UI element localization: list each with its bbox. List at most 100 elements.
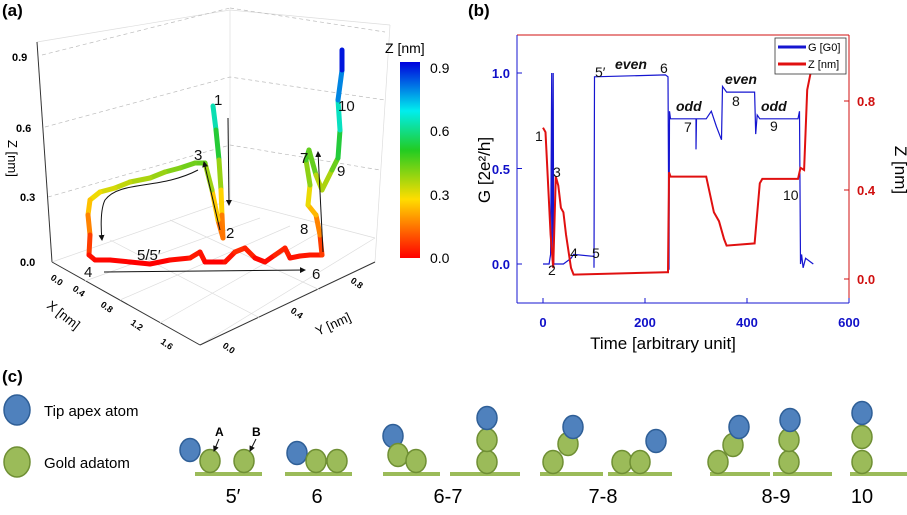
x-tick: 0.4 — [71, 283, 87, 298]
colorbar-tick: 0.0 — [430, 250, 450, 266]
gold-adatom — [199, 448, 221, 474]
annotation: 9 — [770, 118, 778, 134]
annotation: 5′ — [595, 64, 606, 80]
stage-label: 6-7 — [434, 486, 463, 508]
trajectory-segment — [97, 185, 118, 195]
colorbar-tick: 0.6 — [430, 123, 450, 139]
trajectory-segment — [218, 187, 225, 218]
legend-box — [774, 37, 847, 75]
x-tick: 0.0 — [49, 272, 65, 287]
arrow-4-to-6 — [103, 267, 306, 274]
grid-z-06 — [44, 76, 386, 128]
trajectory-segment — [317, 232, 325, 258]
y-tick: 0.8 — [349, 275, 365, 290]
gold-adatom — [476, 427, 498, 453]
tip-apex-atom — [179, 437, 201, 463]
floor-grid-1 — [84, 217, 261, 282]
gold-adatom — [476, 449, 498, 475]
floor-grid-3 — [159, 231, 321, 324]
trajectory-segment — [85, 197, 93, 218]
point-label: 7 — [300, 150, 308, 167]
annotation: 4 — [570, 245, 578, 261]
tip-apex-atom — [645, 428, 667, 454]
legend-gold-atom-icon — [3, 446, 31, 478]
tip-apex-atom — [476, 405, 498, 431]
trajectory-segment — [177, 160, 198, 171]
gold-adatom — [542, 449, 564, 475]
stage-label: 5′ — [226, 486, 241, 508]
panel-b-chart: 0 200 400 600 0.0 0.5 1.0 0.0 0.4 0.8 Ti… — [475, 34, 907, 353]
y-left-tick: 1.0 — [492, 66, 510, 81]
trajectory-segment — [162, 165, 183, 175]
arrow-b — [249, 438, 257, 452]
gold-adatom — [778, 449, 800, 475]
trajectory-segment — [335, 97, 343, 133]
annotation: 8 — [732, 93, 740, 109]
gold-adatom — [387, 442, 409, 468]
x-tick: 0.8 — [99, 299, 115, 314]
series-line-g — [543, 72, 814, 270]
x-axis-line — [51, 261, 201, 346]
x-tick: 1.2 — [129, 317, 145, 332]
trajectory-segment — [85, 212, 93, 238]
y-axis-line — [199, 261, 376, 346]
colorbar — [400, 62, 420, 258]
grid-z-03 — [47, 144, 381, 198]
y-right-axis-label: Z [nm] — [891, 146, 907, 194]
x-tick: 0 — [539, 315, 546, 330]
gold-adatom — [233, 448, 255, 474]
annotation: 7 — [684, 119, 692, 135]
tip-apex-atom — [851, 400, 873, 426]
trajectory-segment — [127, 175, 153, 185]
trajectory-segment — [147, 169, 168, 181]
grid-z-09-left — [41, 7, 231, 56]
trajectory-segment — [147, 257, 173, 267]
point-label: 10 — [338, 98, 355, 115]
y-right-tick: 0.8 — [857, 94, 875, 109]
series-group — [542, 71, 814, 276]
trajectory-segment — [112, 179, 133, 191]
gold-adatom — [629, 449, 651, 475]
floor-grid-5 — [169, 219, 321, 291]
panel-a-3d-plot: 0.9 0.6 0.3 0.0 Z [nm] 0.0 0.4 0.8 1.2 1… — [5, 7, 450, 356]
axis-ticks — [517, 72, 850, 303]
box-right-edge — [374, 24, 391, 263]
y-left-axis-label: G [2e²/h] — [475, 137, 494, 203]
series-line-z — [542, 71, 812, 276]
floor-grid-4 — [109, 239, 261, 319]
stage-label: 6 — [311, 486, 322, 508]
gold-adatom — [851, 449, 873, 475]
trajectory-segment — [209, 187, 221, 223]
annotation-odd: odd — [676, 98, 702, 114]
point-label: 6 — [312, 266, 320, 283]
tip-apex-atom — [728, 414, 750, 440]
y-left-tick: 0.0 — [492, 257, 510, 272]
y-axis-label: Y [nm] — [313, 309, 353, 338]
atom-label-b: B — [252, 425, 261, 439]
trajectory-segment — [303, 157, 313, 188]
box-top-edge — [36, 9, 391, 43]
y-tick: 0.0 — [221, 340, 237, 355]
trajectory-segment — [127, 259, 153, 267]
point-label: 5/5′ — [137, 247, 161, 264]
annotation: 6 — [660, 60, 668, 76]
atom-label-a: A — [215, 425, 224, 439]
annotation: 10 — [783, 187, 799, 203]
y-right-tick: 0.4 — [857, 183, 876, 198]
grid-z-09-right — [229, 7, 386, 33]
legend-label-z: Z [nm] — [808, 59, 839, 71]
gold-adatom — [611, 449, 633, 475]
x-tick: 1.6 — [159, 336, 175, 351]
z-axis-line — [36, 41, 53, 263]
arrow-2-to-3 — [202, 161, 221, 231]
y-left-tick: 0.5 — [492, 162, 510, 177]
gold-adatom — [707, 449, 729, 475]
legend-tip-label: Tip apex atom — [44, 403, 139, 420]
trajectory-segment — [167, 255, 193, 263]
trajectory-segment — [306, 147, 319, 178]
trajectory-segment — [86, 232, 93, 258]
arrow-1-to-2 — [225, 117, 232, 206]
trajectory-segment — [319, 167, 335, 193]
point-label: 8 — [300, 221, 308, 238]
